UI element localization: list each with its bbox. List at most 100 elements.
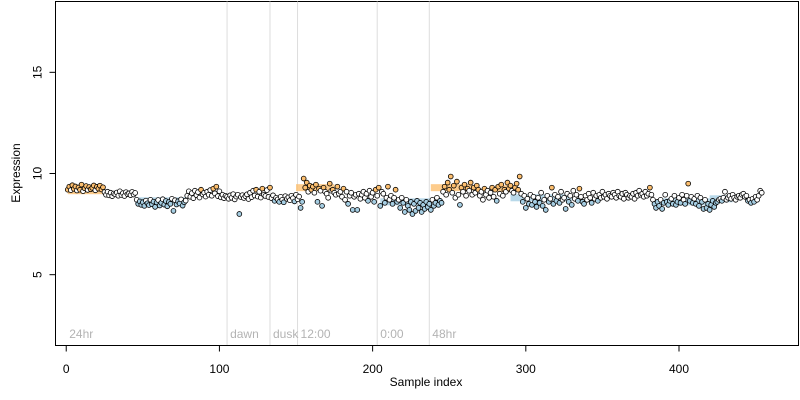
data-point	[647, 184, 653, 191]
data-point	[662, 191, 669, 198]
y-axis: 5 10 15	[31, 65, 56, 278]
data-point	[587, 194, 593, 201]
data-point	[311, 189, 318, 196]
data-points	[64, 173, 765, 217]
data-point	[280, 199, 287, 206]
data-point	[581, 201, 587, 207]
data-point	[325, 194, 331, 201]
x-axis-label: Sample index	[390, 375, 463, 389]
data-point	[319, 203, 325, 209]
data-point	[539, 203, 546, 209]
data-point	[296, 193, 302, 200]
data-point	[426, 201, 433, 207]
data-point	[365, 198, 371, 204]
data-point	[679, 191, 685, 198]
data-point	[398, 194, 405, 201]
data-point	[648, 191, 655, 198]
data-point	[513, 180, 520, 187]
data-point	[570, 187, 577, 194]
data-point	[132, 190, 138, 196]
data-point	[397, 205, 403, 211]
data-point	[100, 184, 106, 191]
data-point	[213, 183, 220, 190]
data-point	[487, 189, 494, 196]
x-tick-label-4: 400	[669, 362, 689, 376]
data-point	[490, 193, 497, 200]
data-point	[314, 199, 321, 205]
data-point	[267, 184, 273, 191]
data-point	[493, 198, 500, 204]
data-point	[167, 201, 174, 207]
data-point	[573, 191, 580, 198]
data-point	[449, 189, 456, 196]
plot-frame	[55, 1, 799, 346]
data-point	[541, 197, 547, 203]
data-point	[382, 200, 388, 206]
data-point	[466, 187, 472, 194]
data-point	[334, 183, 341, 190]
data-point	[300, 175, 307, 182]
data-point	[461, 181, 468, 188]
data-point	[443, 191, 449, 198]
data-point	[696, 203, 702, 209]
data-point	[486, 194, 492, 201]
data-point	[444, 179, 451, 186]
data-point	[457, 202, 463, 208]
data-point	[555, 193, 561, 200]
data-point	[406, 207, 413, 213]
data-point	[455, 191, 462, 198]
phase-label-4: 0:00	[380, 327, 404, 341]
data-point	[375, 184, 382, 191]
data-point	[530, 193, 537, 200]
data-point	[182, 197, 189, 204]
data-point	[326, 180, 333, 187]
data-point	[216, 188, 223, 195]
data-point	[578, 193, 584, 200]
data-point	[722, 188, 728, 195]
data-point	[348, 189, 354, 196]
phase-lines	[226, 1, 430, 346]
data-point	[562, 206, 569, 212]
x-axis: 0 100 200 300 400	[63, 345, 689, 376]
data-point	[428, 207, 434, 213]
data-point	[535, 194, 541, 201]
data-point	[259, 185, 266, 192]
data-point	[523, 205, 529, 211]
data-point	[515, 186, 521, 193]
x-tick-label-0: 0	[63, 362, 70, 376]
x-tick-label-1: 100	[209, 362, 229, 376]
y-tick-label-1: 10	[31, 167, 45, 181]
phase-label-5: 48hr	[432, 327, 456, 341]
data-point	[568, 202, 575, 208]
data-point	[170, 208, 177, 214]
data-point	[683, 192, 690, 199]
data-point	[706, 207, 713, 213]
y-tick-label-0: 5	[31, 271, 45, 278]
data-point	[567, 192, 574, 199]
data-point	[297, 205, 304, 211]
data-point	[510, 189, 517, 196]
data-point	[377, 203, 384, 209]
x-tick-label-2: 200	[363, 362, 383, 376]
y-axis-label: Expression	[9, 143, 23, 202]
data-point	[389, 201, 396, 207]
data-point	[460, 188, 466, 195]
data-point	[558, 188, 564, 195]
data-point	[380, 190, 387, 197]
data-point	[349, 207, 356, 213]
data-point	[345, 201, 351, 207]
data-point	[467, 179, 474, 186]
x-tick-label-3: 300	[516, 362, 536, 376]
segment-bar-11	[510, 194, 572, 202]
data-point	[702, 197, 708, 203]
data-point	[524, 195, 531, 202]
phase-labels: 24hr dawn dusk 12:00 0:00 48hr	[69, 327, 456, 341]
phase-label-1: dawn	[230, 327, 259, 341]
data-point	[685, 180, 691, 187]
data-point	[447, 173, 454, 180]
phase-label-3: 12:00	[301, 327, 331, 341]
data-point	[371, 199, 377, 205]
data-point	[507, 182, 514, 189]
data-point	[451, 182, 457, 189]
